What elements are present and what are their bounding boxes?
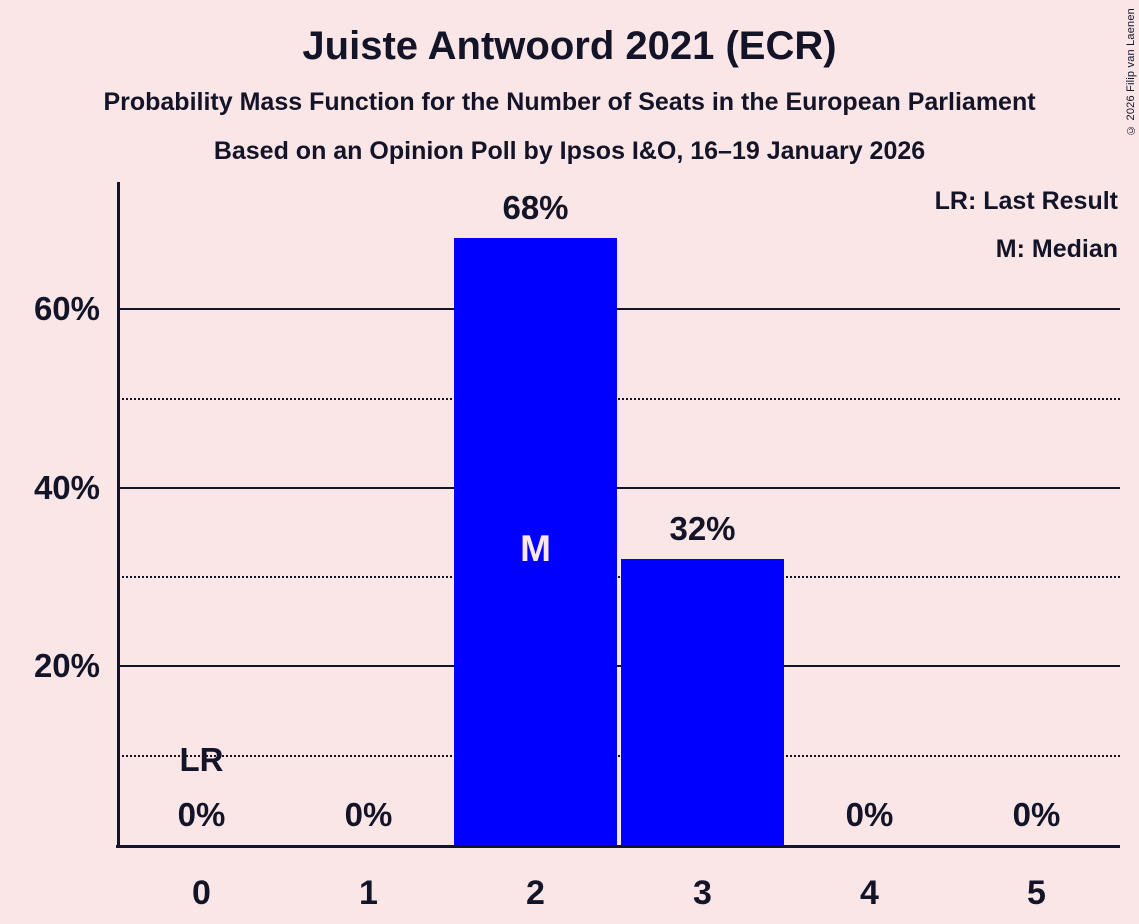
x-axis-tick-label: 4: [860, 874, 879, 912]
chart-title: Juiste Antwoord 2021 (ECR): [302, 24, 837, 68]
x-axis-tick-label: 0: [192, 874, 211, 912]
y-gridline-minor: [118, 754, 1120, 757]
bar: [454, 237, 617, 845]
median-marker: M: [520, 528, 551, 569]
y-axis-tick-label: 60%: [33, 290, 100, 328]
y-axis-tick-label: 40%: [33, 468, 100, 506]
bar-value-label: 68%: [502, 188, 569, 226]
x-axis-tick-label: 1: [359, 874, 378, 912]
y-gridline-major: [118, 665, 1120, 668]
y-gridline-major: [118, 486, 1120, 489]
legend-last-result: LR: Last Result: [934, 187, 1118, 215]
bar-value-label: 32%: [669, 510, 736, 548]
chart-subtitle: Probability Mass Function for the Number…: [103, 88, 1036, 116]
x-axis-tick-label: 2: [526, 874, 545, 912]
y-axis-line: [116, 182, 120, 848]
bar-value-label: 0%: [177, 796, 226, 833]
x-axis-line: [116, 845, 1120, 848]
y-gridline-major: [118, 308, 1120, 311]
y-gridline-minor: [118, 397, 1120, 400]
x-axis-tick-label: 3: [693, 874, 712, 912]
x-axis-tick-label: 5: [1027, 874, 1046, 912]
bar-value-label: 0%: [845, 796, 894, 833]
bar-value-label: 0%: [1012, 796, 1061, 833]
last-result-marker: LR: [179, 741, 224, 778]
legend-median: M: Median: [995, 235, 1118, 263]
bar: [621, 559, 784, 845]
y-axis-tick-label: 20%: [33, 647, 100, 685]
bar-value-label: 0%: [344, 796, 393, 833]
y-gridline-minor: [118, 576, 1120, 579]
chart-source-line: Based on an Opinion Poll by Ipsos I&O, 1…: [213, 137, 926, 165]
